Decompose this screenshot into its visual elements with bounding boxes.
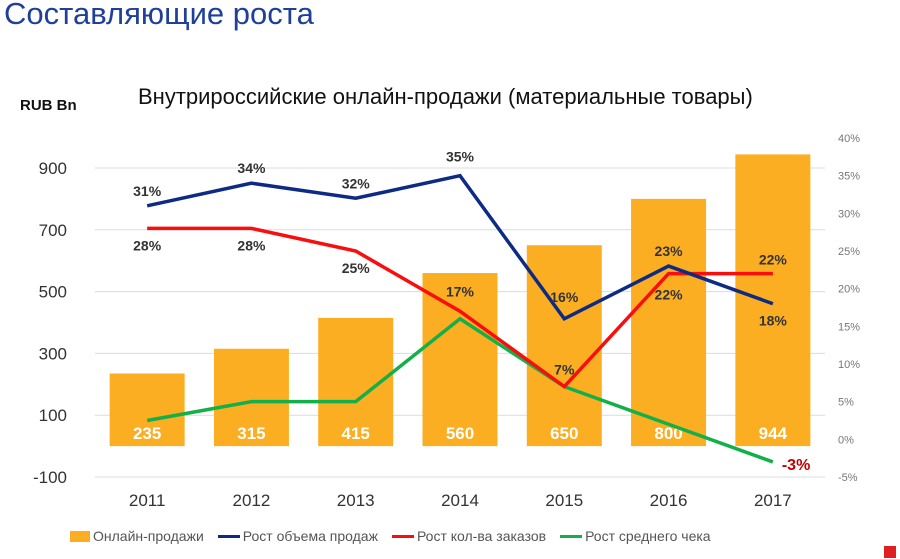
- data-label: -3%: [782, 457, 810, 474]
- x-axis-tick-label: 2015: [545, 491, 583, 510]
- chart-title: Внутрироссийские онлайн-продажи (материа…: [138, 84, 753, 109]
- x-axis-tick-label: 2016: [650, 491, 688, 510]
- right-axis-tick-label: 10%: [838, 359, 860, 371]
- data-label: 18%: [759, 313, 788, 329]
- right-axis-tick-label: 5%: [838, 397, 854, 409]
- bar-value-label: 560: [446, 424, 474, 443]
- x-axis-tick-label: 2017: [754, 491, 792, 510]
- legend-swatch: [70, 530, 90, 542]
- left-axis-tick-label: 900: [39, 159, 67, 178]
- left-axis-tick-label: 700: [39, 221, 67, 240]
- left-axis-tick-label: 500: [39, 283, 67, 302]
- bar-value-label: 650: [550, 424, 578, 443]
- legend-label: Рост объема продаж: [242, 528, 378, 544]
- legend-label: Рост среднего чека: [585, 528, 711, 544]
- legend-swatch: [217, 534, 240, 538]
- right-axis-tick-label: -5%: [838, 472, 858, 484]
- data-label: 25%: [342, 260, 371, 276]
- data-label: 22%: [655, 287, 684, 303]
- data-label: 17%: [446, 283, 475, 299]
- right-axis-tick-label: 20%: [838, 284, 860, 296]
- x-axis-tick-label: 2012: [233, 491, 271, 510]
- data-label: 34%: [237, 160, 266, 176]
- data-label: 31%: [133, 183, 162, 199]
- legend-item-avg-check-growth: Рост среднего чека: [560, 528, 711, 544]
- bar-value-label: 235: [133, 424, 161, 443]
- x-axis-tick-label: 2014: [441, 491, 479, 510]
- legend-swatch: [391, 534, 414, 538]
- page-title: Составляющие роста: [4, 0, 314, 31]
- legend-label: Онлайн-продажи: [93, 528, 204, 544]
- right-axis-tick-label: 25%: [838, 246, 860, 258]
- legend-item-sales-growth: Рост объема продаж: [217, 528, 378, 544]
- data-label: 16%: [550, 289, 579, 305]
- data-label: 28%: [237, 237, 266, 253]
- bar: [631, 198, 707, 447]
- bar: [213, 348, 289, 447]
- line-avg-check-growth: [146, 316, 774, 464]
- bar-value-label: 315: [237, 424, 265, 443]
- bar: [109, 373, 185, 447]
- legend-label: Рост кол-ва заказов: [416, 528, 547, 544]
- bar: [735, 154, 811, 447]
- data-label: 7%: [554, 362, 575, 378]
- right-axis-tick-label: 35%: [838, 171, 860, 183]
- data-label: 32%: [342, 175, 371, 191]
- bar: [422, 273, 498, 447]
- right-axis-tick-label: 30%: [838, 208, 860, 220]
- legend-swatch: [560, 534, 583, 538]
- bar-value-label: 944: [759, 424, 788, 443]
- left-axis-tick-label: -100: [33, 468, 67, 487]
- left-axis-tick-label: 100: [39, 406, 67, 425]
- x-axis-tick-label: 2013: [337, 491, 375, 510]
- bar-value-label: 415: [342, 424, 370, 443]
- bar: [526, 245, 602, 447]
- right-axis-tick-label: 0%: [838, 434, 854, 446]
- data-label: 28%: [133, 237, 162, 253]
- left-axis-tick-label: 300: [39, 344, 67, 363]
- x-axis-tick-label: 2011: [129, 491, 166, 510]
- data-label: 35%: [446, 149, 475, 165]
- line-orders-growth: [147, 226, 773, 389]
- legend-item-orders-growth: Рост кол-ва заказов: [391, 528, 547, 544]
- right-axis-tick-label: 15%: [838, 321, 860, 333]
- data-label: 22%: [759, 252, 788, 268]
- bar-value-label: 800: [654, 424, 682, 443]
- y-axis-unit-label: RUB Bn: [20, 97, 77, 114]
- legend: Онлайн-продажи Рост объема продаж Рост к…: [70, 528, 711, 544]
- data-label: 23%: [655, 243, 684, 259]
- decorative-red-square: [884, 546, 896, 558]
- right-axis-tick-label: 40%: [838, 133, 860, 145]
- legend-item-bars: Онлайн-продажи: [70, 528, 204, 544]
- line-sales-growth: [146, 173, 774, 322]
